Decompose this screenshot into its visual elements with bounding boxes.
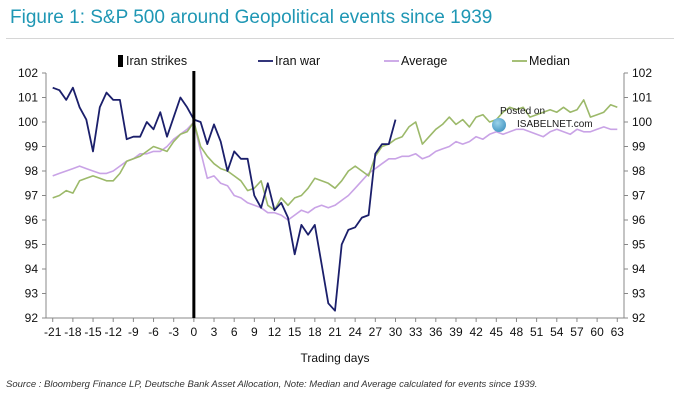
- y-tick-label-right: 98: [632, 164, 646, 178]
- x-tick-label: 48: [510, 325, 524, 339]
- y-tick-label-left: 96: [25, 213, 39, 227]
- x-tick-label: 3: [211, 325, 218, 339]
- x-tick-label: 27: [369, 325, 383, 339]
- chart-legend: Iran strikes Iran war Average Median: [118, 54, 570, 68]
- y-tick-label-right: 97: [632, 189, 646, 203]
- legend-label: Iran war: [275, 54, 320, 68]
- x-axis-label: Trading days: [301, 351, 370, 365]
- x-tick-label: 63: [611, 325, 625, 339]
- x-tick-label: 36: [429, 325, 443, 339]
- x-tick-label: -12: [105, 325, 123, 339]
- x-tick-label: -6: [148, 325, 159, 339]
- y-tick-label-left: 95: [25, 238, 39, 252]
- series-line-iran-war: [52, 86, 397, 312]
- x-tick-label: -18: [64, 325, 82, 339]
- y-tick-label-left: 99: [25, 140, 39, 154]
- watermark: Posted on ISABELNET.com: [492, 105, 593, 132]
- legend-swatch: [118, 55, 123, 67]
- y-tick-label-left: 97: [25, 189, 39, 203]
- x-tick-label: 60: [590, 325, 604, 339]
- x-tick-label: 39: [449, 325, 463, 339]
- y-tick-label-right: 100: [632, 115, 652, 129]
- y-tick-label-right: 92: [632, 311, 646, 325]
- series-line-average: [52, 121, 618, 221]
- y-tick-label-right: 95: [632, 238, 646, 252]
- y-tick-label-right: 99: [632, 140, 646, 154]
- x-tick-label: 0: [191, 325, 198, 339]
- y-tick-label-left: 94: [25, 262, 39, 276]
- y-tick-label-left: 93: [25, 287, 39, 301]
- x-tick-label: 18: [308, 325, 322, 339]
- x-tick-label: -3: [168, 325, 179, 339]
- source-note: Source : Bloomberg Finance LP, Deutsche …: [6, 379, 538, 390]
- x-tick-label: 42: [469, 325, 483, 339]
- x-tick-label: 51: [530, 325, 544, 339]
- x-tick-label: 9: [251, 325, 258, 339]
- legend-label: Average: [401, 54, 447, 68]
- series-line-median: [52, 99, 618, 211]
- watermark-line1: Posted on: [500, 106, 546, 117]
- series-layer: [52, 71, 618, 318]
- x-tick-label: 57: [570, 325, 584, 339]
- y-tick-label-left: 102: [18, 66, 38, 80]
- legend-label: Median: [529, 54, 570, 68]
- x-tick-label: 30: [389, 325, 403, 339]
- x-tick-label: 15: [288, 325, 302, 339]
- y-tick-label-left: 92: [25, 311, 39, 325]
- x-tick-label: -15: [84, 325, 102, 339]
- x-tick-label: 54: [550, 325, 564, 339]
- title-divider: [6, 38, 674, 39]
- chart-title: Figure 1: S&P 500 around Geopolitical ev…: [10, 7, 493, 28]
- watermark-line2: ISABELNET.com: [517, 119, 593, 130]
- x-tick-label: 21: [328, 325, 342, 339]
- legend-label: Iran strikes: [126, 54, 187, 68]
- x-tick-label: 45: [490, 325, 504, 339]
- y-tick-label-right: 93: [632, 287, 646, 301]
- y-tick-label-right: 101: [632, 91, 652, 105]
- y-tick-label-left: 98: [25, 164, 39, 178]
- y-tick-label-right: 102: [632, 66, 652, 80]
- x-tick-label: -9: [128, 325, 139, 339]
- y-tick-label-left: 100: [18, 115, 38, 129]
- y-tick-label-right: 96: [632, 213, 646, 227]
- x-tick-label: 12: [268, 325, 282, 339]
- x-tick-label: 6: [231, 325, 238, 339]
- x-tick-label: -21: [44, 325, 62, 339]
- y-tick-label-left: 101: [18, 91, 38, 105]
- globe-icon: [492, 118, 506, 132]
- x-tick-label: 24: [348, 325, 362, 339]
- x-tick-label: 33: [409, 325, 423, 339]
- y-tick-label-right: 94: [632, 262, 646, 276]
